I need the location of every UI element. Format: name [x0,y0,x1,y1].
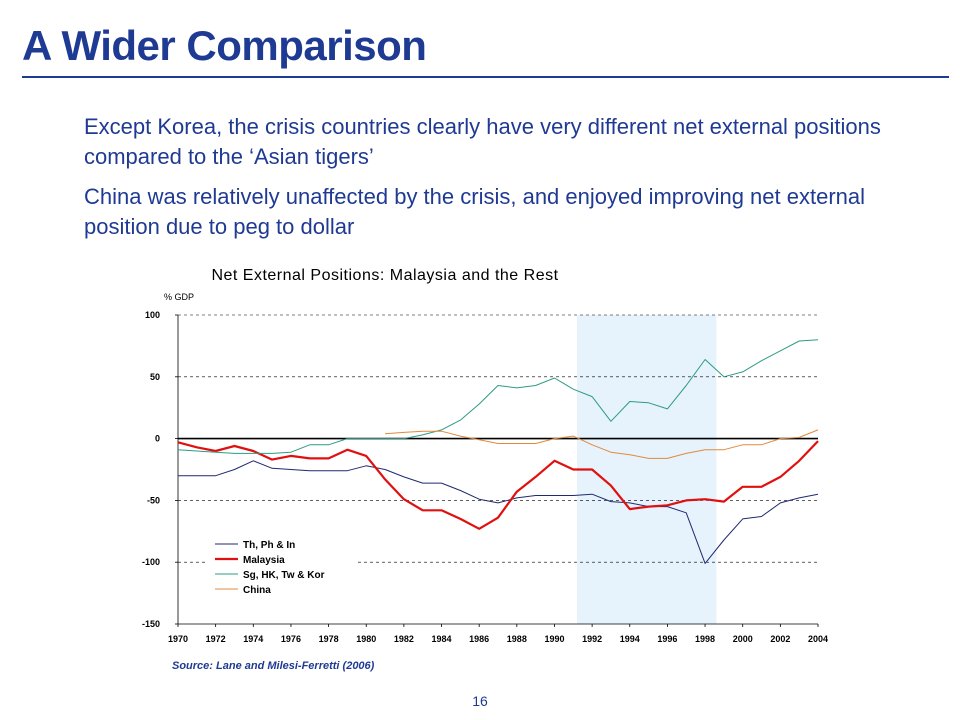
title-rule [22,76,949,78]
x-tick-label: 1982 [394,634,414,644]
x-tick-label: 1976 [281,634,301,644]
bullet-item: China was relatively unaffected by the c… [84,184,866,239]
x-tick-label: 1972 [206,634,226,644]
x-tick-label: 2002 [770,634,790,644]
legend-label: Sg, HK, Tw & Kor [243,570,325,581]
bullet-list: Except Korea, the crisis countries clear… [84,112,914,252]
chart-title: Net External Positions: Malaysia and the… [211,267,558,284]
x-tick-label: 1978 [319,634,339,644]
x-tick-label: 1998 [695,634,715,644]
series-line [385,429,819,459]
series-line [178,460,819,564]
line-chart: Net External Positions: Malaysia and the… [142,267,828,644]
x-tick-label: 1996 [657,634,677,644]
x-tick-label: 1992 [582,634,602,644]
x-tick-label: 1988 [507,634,527,644]
y-tick-label: 50 [150,372,160,382]
y-tick-label: 100 [145,310,160,320]
x-tick-label: 1974 [243,634,263,644]
chart-container: Net External Positions: Malaysia and the… [125,258,835,688]
y-units-label: % GDP [164,292,194,302]
legend-label: Malaysia [243,555,285,566]
legend-label: China [243,585,271,596]
x-tick-label: 1990 [544,634,564,644]
x-tick-label: 1970 [168,634,188,644]
x-tick-label: 2000 [733,634,753,644]
x-tick-label: 2004 [808,634,828,644]
y-tick-label: -100 [142,557,160,567]
source-note: Source: Lane and Milesi-Ferretti (2006) [172,660,375,672]
plot-area: 100 50 0 -50 -100 -150 1970 1972 1974 1976 1978 198… [142,310,828,644]
series-line [177,440,819,530]
x-tick-label: 1994 [620,634,640,644]
x-tick-label: 1980 [356,634,376,644]
x-tick-label: 1984 [432,634,452,644]
legend-label: Th, Ph & In [243,540,295,551]
slide-title: A Wider Comparison [22,22,427,69]
bullet-item: Except Korea, the crisis countries clear… [84,114,881,169]
x-tick-label: 1986 [469,634,489,644]
y-tick-label: -150 [142,619,160,629]
y-tick-label: -50 [147,495,160,505]
shaded-period [577,315,717,624]
page-number: 16 [472,693,488,709]
y-tick-label: 0 [155,434,160,444]
series-line [177,339,819,454]
legend-background [208,535,358,599]
legend: Th, Ph & In Malaysia Sg, HK, Tw & Kor China [208,535,358,599]
